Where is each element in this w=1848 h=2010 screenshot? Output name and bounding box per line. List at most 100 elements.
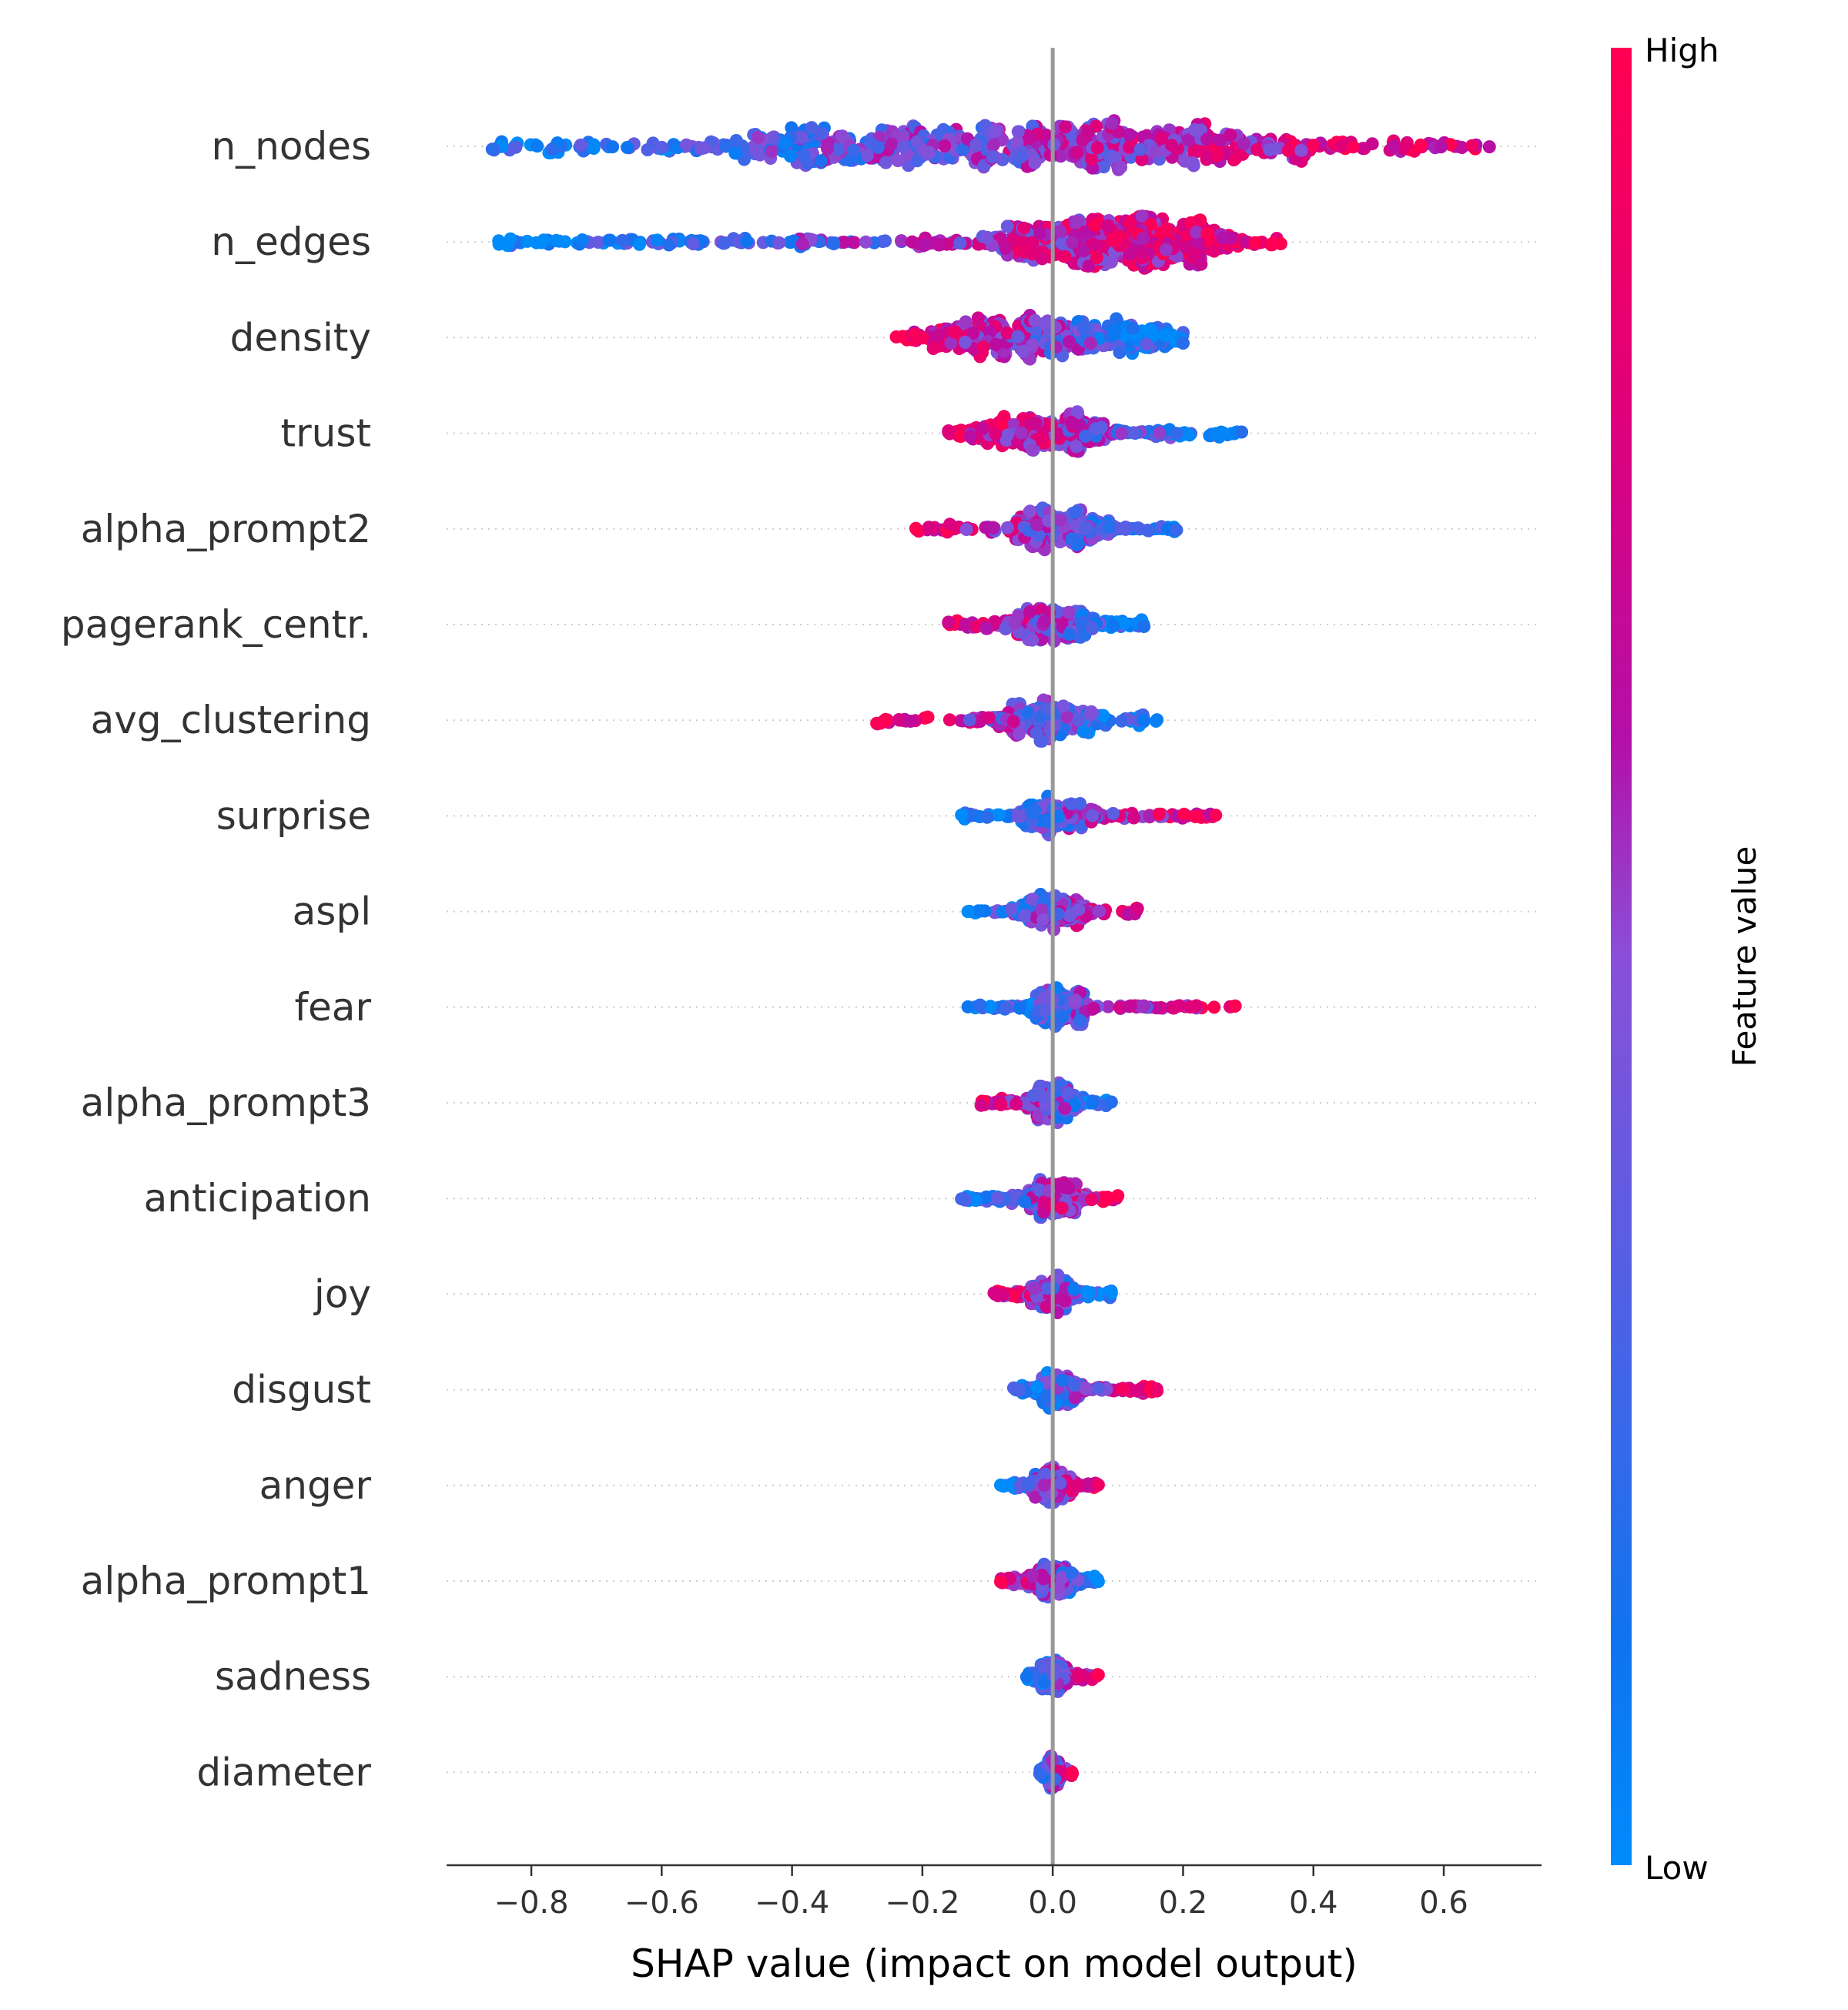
shap-point [768,133,782,147]
shap-point [835,129,849,143]
shap-point [1235,425,1249,439]
shap-point [1000,326,1014,340]
shap-point [1190,226,1204,239]
shap-point [860,149,874,162]
shap-point [1107,328,1121,342]
shap-point [1250,142,1264,156]
shap-point [654,140,668,154]
shap-point [1072,903,1086,916]
shap-point [1053,224,1067,238]
shap-point [1187,247,1201,261]
shap-point [765,145,778,159]
shap-point [843,153,857,167]
shap-point [1237,137,1251,151]
shap-point [1181,133,1195,147]
shap-point [1104,1095,1118,1109]
shap-point [1085,152,1099,166]
shap-point [1062,605,1076,619]
shap-point [1178,240,1192,254]
shap-point [550,234,564,248]
shap-point [879,156,892,169]
shap-point [1026,247,1040,261]
shap-point [1482,140,1496,154]
shap-point [662,238,676,252]
shap-point [1192,144,1206,158]
shap-point [997,410,1011,424]
shap-point [961,1000,975,1013]
shap-point [1136,232,1150,246]
shap-point [972,904,986,918]
shap-point [1085,1193,1099,1207]
shap-point [1238,235,1252,249]
shap-point [1115,714,1129,728]
shap-point [1136,713,1150,727]
shap-point [1096,709,1110,722]
shap-point [1158,328,1172,342]
shap-point [966,327,980,340]
shap-point [948,325,962,339]
shap-point [1434,140,1448,154]
shap-point [1026,236,1040,250]
shap-point [1080,1285,1093,1298]
shap-point [1070,146,1084,159]
shap-point [1053,513,1067,527]
shap-point [921,710,935,724]
shap-point [1069,506,1083,519]
shap-point [910,135,924,149]
shap-point [1177,807,1191,821]
shap-point [989,427,1003,441]
shap-point [1127,811,1140,825]
shap-point [955,1192,969,1206]
shap-point [1207,1000,1221,1014]
shap-point [1065,532,1079,546]
shap-point [1061,1087,1075,1100]
shap-point [943,518,956,531]
shap-point [932,238,946,252]
shap-point [837,236,851,249]
shap-point [1135,209,1149,223]
shap-point [1104,1286,1118,1300]
shap-point [1189,236,1203,250]
shap-point [719,139,733,153]
shap-point [974,1098,988,1112]
shap-point [1414,138,1428,152]
shap-point [1069,993,1083,1007]
shap-point [1058,1294,1072,1308]
shap-point [651,233,665,247]
shap-point [954,430,968,444]
shap-point [986,150,999,164]
shap-point [1209,809,1223,822]
shap-point [1294,143,1308,157]
shap-point [892,713,906,727]
shap-point [1133,142,1147,156]
shap-point [971,311,985,325]
shap-point [1154,132,1168,146]
shap-point [1062,1181,1076,1195]
shap-point [928,341,942,354]
shap-point [1089,422,1103,436]
shap-point [1009,1097,1023,1111]
shap-point [999,1001,1013,1015]
shap-point [1142,524,1155,538]
shap-point [847,143,861,157]
shap-point [1068,1099,1082,1113]
shap-point [1071,215,1085,229]
shap-point [963,430,977,444]
shap-point [864,136,878,150]
shap-point [621,141,634,154]
shap-point [1133,1000,1147,1013]
shap-point [956,142,969,156]
shap-point [1039,1004,1053,1018]
shap-point [955,808,969,822]
shap-point [959,523,973,536]
shap-point [1059,120,1072,134]
shap-point [1026,443,1040,457]
shap-point [1113,229,1126,243]
shap-point [1103,521,1116,534]
shap-point [889,330,903,343]
shap-point [922,146,936,159]
shap-point [891,154,905,168]
shap-point [1074,615,1088,629]
shap-point [859,235,872,249]
shap-point [1071,406,1084,420]
